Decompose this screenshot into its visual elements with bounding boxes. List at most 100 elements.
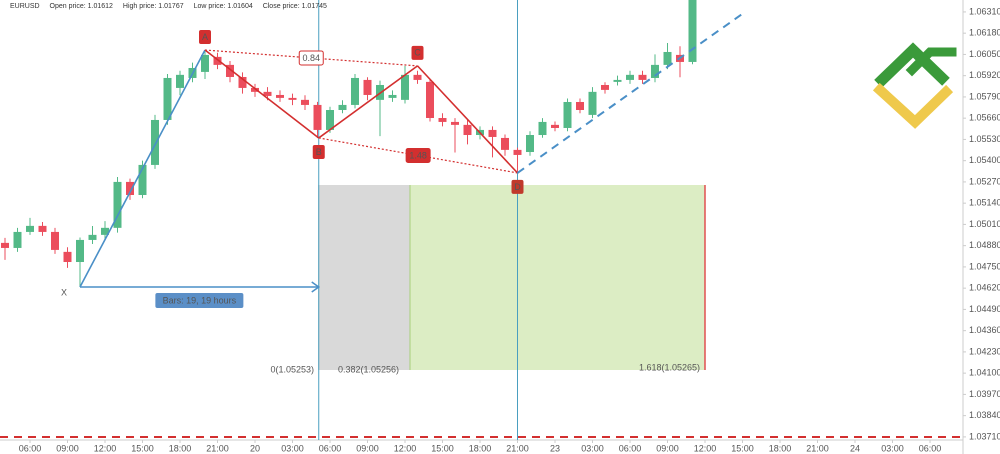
y-tick-label: 1.05660 — [969, 113, 1000, 123]
candle-body — [126, 181, 134, 195]
logo-green — [905, 47, 957, 77]
point-label: D — [514, 182, 521, 192]
candle-body — [413, 74, 422, 80]
candle-body — [488, 129, 497, 137]
x-tick-label: 03:00 — [881, 443, 904, 453]
point-badge — [511, 179, 524, 194]
x-tick-label: 06:00 — [919, 443, 942, 453]
logo-yellow — [872, 82, 954, 129]
candle-body — [538, 121, 547, 136]
x-tick-label: 06:00 — [19, 443, 42, 453]
y-tick-label: 1.03970 — [969, 389, 1000, 399]
fib-zone-green — [410, 185, 705, 370]
candle-body — [201, 54, 209, 72]
y-tick-label: 1.05920 — [969, 70, 1000, 80]
candle-body — [0, 242, 9, 248]
pattern-leg — [416, 65, 519, 174]
bars-label: Bars: 19, 19 hours — [163, 295, 237, 305]
y-tick-label: 1.05790 — [969, 91, 1000, 101]
y-tick-label: 1.04750 — [969, 261, 1000, 271]
candle-body — [363, 79, 372, 95]
candle-body — [613, 79, 622, 82]
candle-body — [88, 234, 97, 240]
bars-arrowhead — [311, 281, 321, 293]
ratio-line — [204, 49, 418, 67]
x-tick-label: 21:00 — [206, 443, 229, 453]
y-tick-label: 1.05140 — [969, 198, 1000, 208]
x-tick-label: 15:00 — [131, 443, 154, 453]
candle-body — [151, 119, 159, 165]
candle-body — [588, 91, 597, 115]
candle-body — [551, 124, 559, 128]
candle-body — [276, 94, 284, 98]
logo — [872, 42, 957, 129]
ratio-label: 1.48 — [409, 150, 427, 160]
logo-green — [874, 42, 950, 88]
x-tick-label: 18:00 — [169, 443, 192, 453]
x-tick-label: 06:00 — [619, 443, 642, 453]
y-tick-label: 1.04490 — [969, 304, 1000, 314]
x-tick-label: 09:00 — [656, 443, 679, 453]
y-tick-label: 1.06180 — [969, 28, 1000, 38]
candle-body — [226, 64, 234, 77]
candle-body — [563, 101, 572, 128]
fib-label: 0.382(1.05256) — [338, 364, 399, 374]
projection — [516, 11, 746, 174]
symbol: EURUSD — [10, 3, 40, 10]
x-tick-label: 03:00 — [581, 443, 604, 453]
candle-body — [626, 74, 634, 80]
candle-body — [463, 124, 472, 136]
candle-body — [101, 227, 109, 235]
candle-body — [251, 87, 259, 92]
ratio-label: 0.84 — [302, 53, 320, 63]
x-tick-label: 06:00 — [319, 443, 342, 453]
y-tick-label: 1.05010 — [969, 219, 1000, 229]
x-tick-label: 15:00 — [431, 443, 454, 453]
candle-body — [63, 251, 72, 263]
fib-zone-gray — [318, 185, 410, 370]
point-label: A — [202, 32, 208, 42]
x-tick-label: 09:00 — [56, 443, 79, 453]
ratio-box — [298, 50, 324, 66]
point-badge — [411, 45, 424, 60]
candle-body — [288, 97, 297, 100]
x-tick-label: 24 — [850, 443, 860, 453]
candle-body — [601, 84, 609, 90]
y-tick-label: 1.05400 — [969, 155, 1000, 165]
point-badge — [199, 30, 211, 45]
candle-body — [638, 74, 647, 80]
open-price: Open price: 1.01612 — [49, 3, 113, 10]
x-tick-label: 21:00 — [506, 443, 529, 453]
point-label: B — [316, 147, 322, 157]
candle-body — [501, 137, 509, 150]
x-tick-label: 23 — [550, 443, 560, 453]
candle-body — [51, 231, 59, 250]
x-tick-label: 03:00 — [281, 443, 304, 453]
x-tick-label: 20 — [250, 443, 260, 453]
point-badge — [312, 144, 325, 159]
close-price: Close price: 1.01745 — [262, 3, 327, 10]
point-label: C — [414, 48, 421, 58]
header: EURUSD Open price: 1.01612 High price: 1… — [10, 3, 335, 10]
y-tick-label: 1.06050 — [969, 49, 1000, 59]
y-tick-label: 1.05530 — [969, 134, 1000, 144]
candle-body — [338, 104, 347, 110]
candle-body — [526, 135, 534, 153]
ratio-box — [405, 147, 431, 163]
candle-body — [313, 104, 322, 130]
y-tick-label: 1.04230 — [969, 346, 1000, 356]
pattern-leg — [318, 65, 418, 139]
candle-body — [401, 74, 409, 100]
x-tick-label: 12:00 — [694, 443, 717, 453]
pattern-leg — [204, 49, 320, 139]
candle-body — [138, 164, 147, 195]
x-tick-label: 18:00 — [769, 443, 792, 453]
high-price: High price: 1.01767 — [122, 3, 184, 10]
candle-body — [238, 76, 247, 88]
candle-body — [351, 77, 359, 105]
x-tick-label: 18:00 — [469, 443, 492, 453]
x-tick-label: 21:00 — [806, 443, 829, 453]
bars-label-box — [155, 293, 244, 309]
